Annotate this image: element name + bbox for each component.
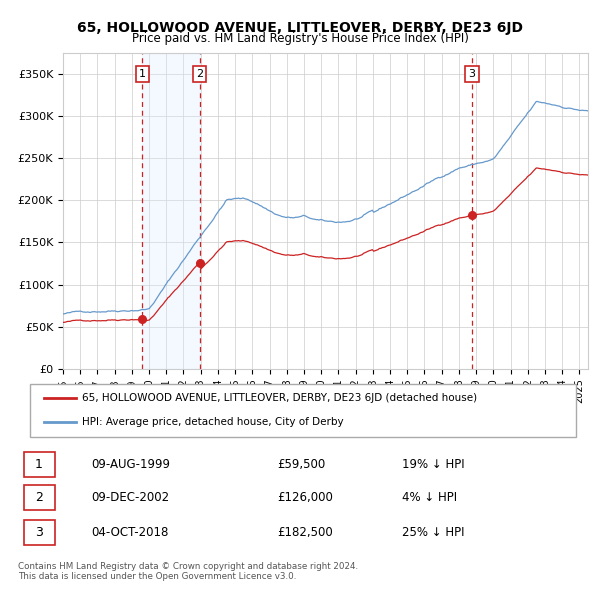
Text: 1: 1 <box>139 68 146 78</box>
FancyBboxPatch shape <box>23 453 55 477</box>
Text: 65, HOLLOWOOD AVENUE, LITTLEOVER, DERBY, DE23 6JD (detached house): 65, HOLLOWOOD AVENUE, LITTLEOVER, DERBY,… <box>82 393 477 403</box>
Text: 1: 1 <box>35 458 43 471</box>
Text: 09-DEC-2002: 09-DEC-2002 <box>91 490 169 504</box>
Text: 4% ↓ HPI: 4% ↓ HPI <box>401 490 457 504</box>
Text: Price paid vs. HM Land Registry's House Price Index (HPI): Price paid vs. HM Land Registry's House … <box>131 32 469 45</box>
Text: 19% ↓ HPI: 19% ↓ HPI <box>401 458 464 471</box>
Text: £126,000: £126,000 <box>277 490 334 504</box>
Text: Contains HM Land Registry data © Crown copyright and database right 2024.: Contains HM Land Registry data © Crown c… <box>18 562 358 571</box>
Text: 09-AUG-1999: 09-AUG-1999 <box>91 458 170 471</box>
Text: 25% ↓ HPI: 25% ↓ HPI <box>401 526 464 539</box>
FancyBboxPatch shape <box>30 384 576 437</box>
Text: 3: 3 <box>35 526 43 539</box>
Text: 65, HOLLOWOOD AVENUE, LITTLEOVER, DERBY, DE23 6JD: 65, HOLLOWOOD AVENUE, LITTLEOVER, DERBY,… <box>77 21 523 35</box>
Text: 2: 2 <box>196 68 203 78</box>
Text: HPI: Average price, detached house, City of Derby: HPI: Average price, detached house, City… <box>82 417 343 427</box>
Bar <box>142 53 200 369</box>
Text: 2: 2 <box>35 490 43 504</box>
Text: 04-OCT-2018: 04-OCT-2018 <box>91 526 169 539</box>
Text: £182,500: £182,500 <box>277 526 333 539</box>
Text: £59,500: £59,500 <box>277 458 326 471</box>
FancyBboxPatch shape <box>23 520 55 545</box>
FancyBboxPatch shape <box>23 485 55 510</box>
Text: 3: 3 <box>469 68 475 78</box>
Text: This data is licensed under the Open Government Licence v3.0.: This data is licensed under the Open Gov… <box>18 572 296 581</box>
